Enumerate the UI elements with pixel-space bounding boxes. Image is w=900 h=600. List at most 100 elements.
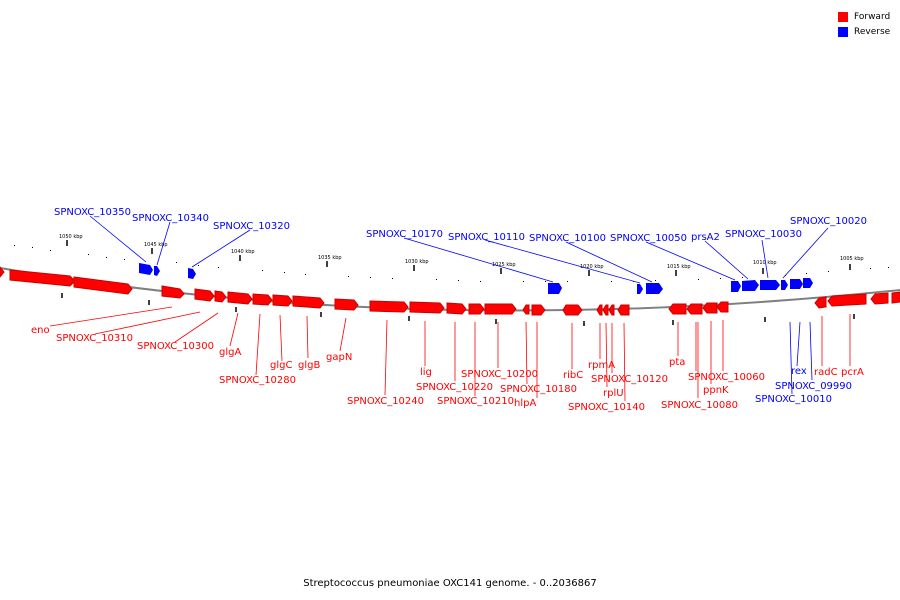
gene-arrow-forward[interactable] [702, 302, 718, 314]
gene-arrow-forward[interactable] [686, 303, 703, 315]
gene-arrow-forward[interactable] [891, 291, 900, 304]
gene-label-forward[interactable]: eno [31, 325, 50, 336]
gene-label-reverse[interactable]: SPNOXC_10100 [529, 233, 606, 244]
gene-label-forward[interactable]: hlpA [514, 398, 536, 409]
gene-arrow-reverse[interactable] [139, 263, 153, 275]
legend-item-forward: Forward [838, 9, 890, 24]
genome-caption: Streptococcus pneumoniae OXC141 genome. … [303, 578, 597, 589]
gene-arrow-forward[interactable] [827, 293, 867, 307]
gene-label-forward[interactable]: glgC [270, 360, 292, 371]
gene-arrow-forward[interactable] [292, 295, 325, 309]
gene-arrow-reverse[interactable] [731, 281, 741, 292]
gene-label-forward[interactable]: rplU [603, 388, 624, 399]
gene-label-reverse[interactable]: SPNOXC_09990 [775, 381, 852, 392]
tick-ruler: 1050 kbp 1045 kbp 1040 kbp 1035 kbp 1030… [14, 234, 889, 326]
gene-arrow-forward[interactable] [602, 304, 609, 316]
gene-label-forward[interactable]: glgB [298, 360, 320, 371]
gene-label-reverse[interactable]: SPNOXC_10110 [448, 232, 525, 243]
gene-arrow-forward[interactable] [252, 293, 273, 306]
gene-label-forward[interactable]: pcrA [841, 367, 864, 378]
gene-label-forward[interactable]: SPNOXC_10300 [137, 341, 214, 352]
gene-arrow-forward[interactable] [668, 303, 687, 315]
gene-label-forward[interactable]: SPNOXC_10210 [437, 396, 514, 407]
gene-label-reverse[interactable]: SPNOXC_10010 [755, 394, 832, 405]
kbp-tick-label: 1020 kbp [580, 264, 604, 270]
gene-arrow-forward[interactable] [531, 304, 546, 316]
gene-label-reverse[interactable]: SPNOXC_10350 [54, 207, 131, 218]
gene-label-forward[interactable]: SPNOXC_10060 [688, 372, 765, 383]
gene-label-forward[interactable]: SPNOXC_10200 [461, 369, 538, 380]
gene-label-reverse[interactable]: SPNOXC_10170 [366, 229, 443, 240]
gene-label-forward[interactable]: SPNOXC_10220 [416, 382, 493, 393]
gene-label-forward[interactable]: lig [420, 367, 432, 378]
gene-arrow-forward[interactable] [409, 301, 445, 314]
gene-label-forward[interactable]: SPNOXC_10240 [347, 396, 424, 407]
gene-arrow-reverse[interactable] [760, 280, 780, 290]
gene-arrow-forward[interactable] [334, 298, 359, 311]
gene-label-reverse[interactable]: SPNOXC_10340 [132, 213, 209, 224]
gene-arrow-forward[interactable] [716, 301, 729, 313]
gene-label-forward[interactable]: ribC [563, 370, 583, 381]
gene-label-forward[interactable]: glgA [219, 347, 241, 358]
kbp-tick-label: 1030 kbp [405, 259, 429, 265]
gene-arrow-forward[interactable] [562, 304, 583, 316]
gene-arrow-forward[interactable] [214, 290, 227, 303]
gene-arrow-forward[interactable] [814, 296, 827, 309]
gene-label-forward[interactable]: pta [669, 357, 685, 368]
kbp-tick-label: 1035 kbp [318, 255, 342, 261]
gene-arrow-reverse[interactable] [188, 268, 196, 279]
gene-label-forward[interactable]: SPNOXC_10120 [591, 374, 668, 385]
gene-arrow-forward[interactable] [0, 266, 5, 278]
legend: Forward Reverse [838, 9, 890, 39]
gene-arrow-reverse[interactable] [548, 283, 562, 294]
gene-label-forward[interactable]: rpmA [588, 360, 615, 371]
gene-label-reverse[interactable]: SPNOXC_10320 [213, 221, 290, 232]
gene-arrow-reverse[interactable] [154, 266, 160, 276]
gene-label-forward[interactable]: radC [814, 367, 838, 378]
gene-arrow-reverse[interactable] [803, 278, 813, 288]
kbp-tick-label: 1040 kbp [231, 249, 255, 255]
gene-arrow-forward[interactable] [272, 294, 293, 307]
kbp-tick-label: 1015 kbp [667, 264, 691, 270]
legend-label-reverse: Reverse [854, 26, 891, 37]
forward-genes [0, 266, 900, 316]
gene-arrow-reverse[interactable] [790, 279, 803, 289]
gene-arrow-forward[interactable] [468, 303, 485, 315]
gene-arrow-forward[interactable] [870, 292, 889, 305]
forward-swatch-icon [838, 11, 848, 22]
kbp-tick-label: 1025 kbp [492, 262, 516, 268]
gene-arrow-forward[interactable] [617, 304, 630, 316]
gene-arrow-forward[interactable] [73, 276, 133, 295]
gene-arrow-forward[interactable] [522, 304, 530, 315]
gene-label-reverse[interactable]: prsA2 [691, 232, 720, 243]
forward-labels: eno SPNOXC_10310 SPNOXC_10300 glgA SPNOX… [31, 325, 864, 413]
gene-arrow-forward[interactable] [194, 288, 215, 302]
kbp-tick-label: 1005 kbp [840, 256, 864, 262]
gene-label-forward[interactable]: SPNOXC_10140 [568, 402, 645, 413]
gene-arrow-forward[interactable] [161, 285, 185, 299]
kbp-tick-label: 1010 kbp [753, 260, 777, 266]
gene-label-forward[interactable]: SPNOXC_10280 [219, 375, 296, 386]
gene-arrow-reverse[interactable] [742, 280, 759, 291]
gene-arrow-forward[interactable] [596, 304, 603, 316]
legend-label-forward: Forward [854, 11, 891, 22]
gene-arrow-forward[interactable] [484, 303, 517, 315]
gene-arrow-reverse[interactable] [637, 284, 643, 294]
gene-label-reverse[interactable]: SPNOXC_10030 [725, 229, 802, 240]
gene-label-forward[interactable]: ppnK [703, 385, 729, 396]
gene-arrow-forward[interactable] [608, 304, 615, 316]
gene-arrow-forward[interactable] [369, 300, 409, 313]
gene-label-forward[interactable]: SPNOXC_10310 [56, 333, 133, 344]
gene-arrow-forward[interactable] [9, 269, 76, 287]
gene-label-reverse[interactable]: SPNOXC_10050 [610, 233, 687, 244]
gene-arrow-reverse[interactable] [781, 280, 788, 290]
gene-label-reverse[interactable]: SPNOXC_10020 [790, 216, 867, 227]
gene-label-forward[interactable]: SPNOXC_10080 [661, 400, 738, 411]
gene-label-forward[interactable]: SPNOXC_10180 [500, 384, 577, 395]
gene-arrow-forward[interactable] [227, 291, 253, 305]
gene-arrow-forward[interactable] [446, 302, 467, 315]
gene-arrow-reverse[interactable] [646, 283, 663, 294]
gene-label-reverse[interactable]: rex [791, 366, 807, 377]
gene-label-forward[interactable]: gapN [326, 352, 352, 363]
